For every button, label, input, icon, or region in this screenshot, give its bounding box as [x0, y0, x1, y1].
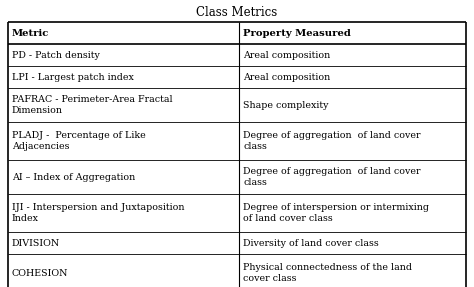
Text: COHESION: COHESION [12, 269, 69, 278]
Text: IJI - Interspersion and Juxtaposition
Index: IJI - Interspersion and Juxtaposition In… [12, 203, 184, 223]
Text: Degree of interspersion or intermixing
of land cover class: Degree of interspersion or intermixing o… [243, 203, 429, 223]
Text: Class Metrics: Class Metrics [196, 7, 278, 20]
Text: Shape complexity: Shape complexity [243, 100, 329, 110]
Text: Areal composition: Areal composition [243, 73, 330, 82]
Text: Property Measured: Property Measured [243, 28, 351, 38]
Text: PD - Patch density: PD - Patch density [12, 51, 100, 59]
Text: Physical connectedness of the land
cover class: Physical connectedness of the land cover… [243, 263, 412, 283]
Text: PAFRAC - Perimeter-Area Fractal
Dimension: PAFRAC - Perimeter-Area Fractal Dimensio… [12, 95, 173, 115]
Text: Degree of aggregation  of land cover
class: Degree of aggregation of land cover clas… [243, 167, 421, 187]
Text: Degree of aggregation  of land cover
class: Degree of aggregation of land cover clas… [243, 131, 421, 151]
Text: Diversity of land cover class: Diversity of land cover class [243, 238, 379, 247]
Text: AI – Index of Aggregation: AI – Index of Aggregation [12, 172, 135, 181]
Text: Metric: Metric [12, 28, 49, 38]
Text: PLADJ -  Percentage of Like
Adjacencies: PLADJ - Percentage of Like Adjacencies [12, 131, 146, 151]
Text: Areal composition: Areal composition [243, 51, 330, 59]
Text: DIVISION: DIVISION [12, 238, 60, 247]
Text: LPI - Largest patch index: LPI - Largest patch index [12, 73, 134, 82]
